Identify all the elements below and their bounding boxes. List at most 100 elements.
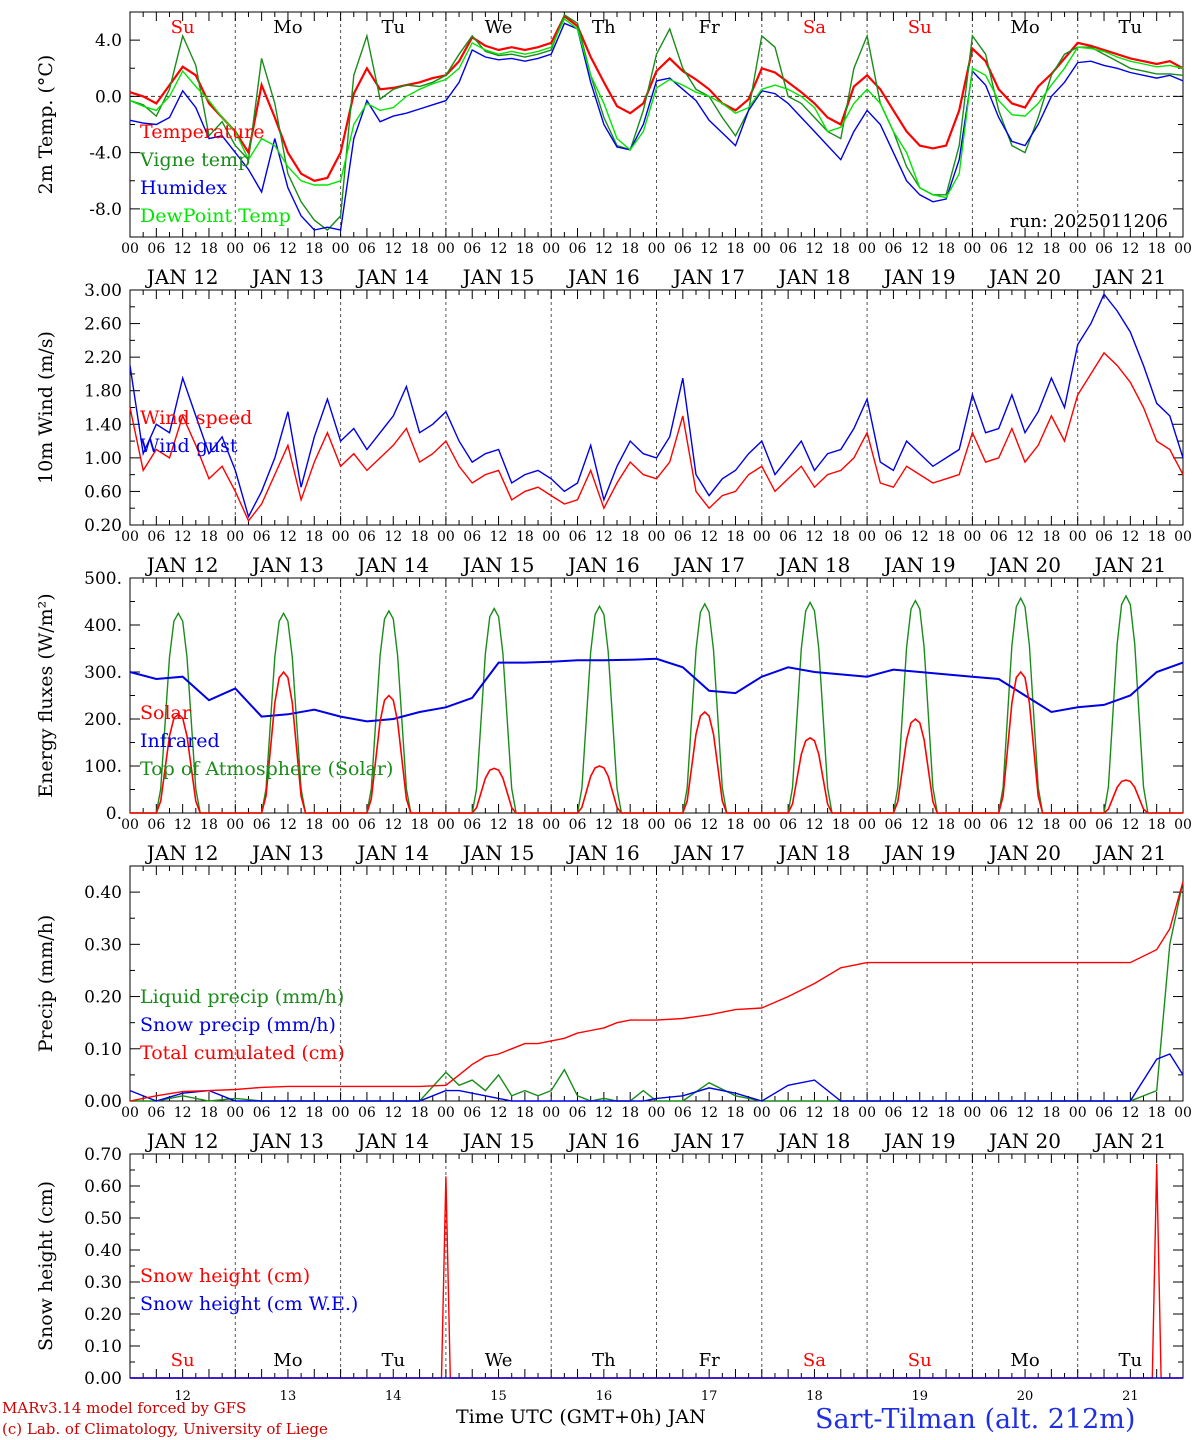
hour-label: 18 — [200, 817, 218, 833]
hour-label: 12 — [1016, 817, 1034, 833]
hour-label: 06 — [885, 529, 903, 545]
y-tick-label: 1.80 — [84, 382, 122, 402]
date-label: JAN 19 — [882, 553, 956, 577]
legend-entry: Wind speed — [140, 407, 252, 429]
y-axis-title: 10m Wind (m/s) — [35, 331, 57, 484]
y-tick-label: 2.60 — [84, 315, 122, 335]
hour-label: 06 — [990, 529, 1008, 545]
hour-label: 06 — [358, 241, 376, 257]
date-label: JAN 15 — [461, 841, 535, 865]
hour-label: 00 — [1174, 241, 1192, 257]
hour-label: 12 — [1121, 817, 1139, 833]
legend-entry: Humidex — [140, 177, 227, 199]
hour-label: 06 — [990, 817, 1008, 833]
weekday-label: Su — [908, 1350, 932, 1371]
y-tick-label: 200. — [84, 710, 122, 730]
day-number-label: 13 — [280, 1389, 297, 1404]
y-tick-label: 3.00 — [84, 281, 122, 301]
legend-entry: Infrared — [140, 730, 220, 752]
date-label: JAN 12 — [145, 553, 219, 577]
hour-label: 00 — [121, 817, 139, 833]
hour-label: 06 — [990, 241, 1008, 257]
date-label: JAN 12 — [145, 841, 219, 865]
hour-label: 06 — [990, 1105, 1008, 1121]
hour-label: 00 — [226, 817, 244, 833]
hour-label: 06 — [358, 529, 376, 545]
hour-label: 00 — [542, 1105, 560, 1121]
date-label: JAN 21 — [1092, 1129, 1166, 1153]
hour-label: 06 — [569, 241, 587, 257]
hour-label: 00 — [963, 1105, 981, 1121]
hour-label: 18 — [1148, 529, 1166, 545]
hour-label: 18 — [1148, 241, 1166, 257]
hour-label: 18 — [516, 1105, 534, 1121]
hour-label: 00 — [963, 241, 981, 257]
date-label: JAN 13 — [250, 553, 324, 577]
y-tick-label: 0.40 — [84, 883, 122, 903]
y-tick-label: 300. — [84, 663, 122, 683]
hour-label: 18 — [200, 529, 218, 545]
y-tick-label: 100. — [84, 757, 122, 777]
hour-label: 18 — [1148, 817, 1166, 833]
hour-label: 18 — [411, 529, 429, 545]
date-label: JAN 12 — [145, 1129, 219, 1153]
day-number-label: 19 — [911, 1389, 928, 1404]
hour-label: 12 — [595, 241, 613, 257]
x-axis-title: Time UTC (GMT+0h) JAN — [456, 1406, 706, 1428]
hour-label: 06 — [253, 241, 271, 257]
weekday-label: We — [485, 1350, 513, 1371]
hour-label: 12 — [700, 241, 718, 257]
date-label: JAN 16 — [566, 841, 640, 865]
date-label: JAN 15 — [461, 265, 535, 289]
hour-label: 00 — [963, 817, 981, 833]
hour-label: 12 — [279, 817, 297, 833]
date-label: JAN 18 — [777, 265, 851, 289]
weekday-label: Mo — [273, 17, 302, 38]
date-label: JAN 20 — [987, 265, 1061, 289]
weekday-label: Tu — [1119, 17, 1143, 38]
y-tick-label: 0. — [106, 804, 122, 824]
station-label: Sart-Tilman (alt. 212m) — [815, 1404, 1135, 1435]
hour-label: 18 — [200, 1105, 218, 1121]
legend-entry: Top of Atmosphere (Solar) — [140, 758, 393, 780]
hour-label: 18 — [621, 529, 639, 545]
hour-label: 00 — [648, 1105, 666, 1121]
hour-label: 06 — [885, 817, 903, 833]
hour-label: 12 — [174, 817, 192, 833]
hour-label: 18 — [727, 241, 745, 257]
y-tick-label: 0.30 — [84, 935, 122, 955]
weekday-label: Sa — [803, 1350, 826, 1371]
y-axis-title: 2m Temp. (°C) — [35, 55, 57, 195]
hour-label: 00 — [753, 1105, 771, 1121]
hour-label: 00 — [437, 817, 455, 833]
hour-label: 06 — [358, 817, 376, 833]
panel-1: -8.0 -4.0 0.0 4.0 2m Temp. (°C) 00 06 12 18 00 06 1… — [35, 11, 1192, 289]
hour-label: 00 — [753, 241, 771, 257]
hour-label: 12 — [1016, 1105, 1034, 1121]
hour-label: 12 — [174, 241, 192, 257]
weekday-label: Fr — [699, 1350, 720, 1371]
y-axis-title: Precip (mm/h) — [35, 915, 57, 1053]
hour-label: 00 — [858, 529, 876, 545]
date-label: JAN 14 — [355, 553, 429, 577]
hour-label: 12 — [911, 241, 929, 257]
hour-label: 00 — [858, 1105, 876, 1121]
hour-label: 00 — [858, 817, 876, 833]
run-annotation: run: 2025011206 — [1010, 211, 1168, 232]
hour-label: 12 — [700, 1105, 718, 1121]
date-label: JAN 21 — [1092, 553, 1166, 577]
hour-label: 12 — [911, 529, 929, 545]
date-label: JAN 20 — [987, 1129, 1061, 1153]
hour-label: 12 — [806, 817, 824, 833]
y-tick-label: 0.10 — [84, 1040, 122, 1060]
weekday-label: Th — [592, 1350, 616, 1371]
hour-label: 12 — [384, 529, 402, 545]
hour-label: 18 — [1042, 817, 1060, 833]
hour-label: 06 — [885, 1105, 903, 1121]
hour-label: 12 — [384, 1105, 402, 1121]
hour-label: 00 — [542, 817, 560, 833]
y-axis-title: Energy fluxes (W/m²) — [35, 593, 57, 797]
y-tick-label: 0.30 — [84, 1273, 122, 1293]
y-tick-label: 4.0 — [95, 31, 122, 51]
hour-label: 06 — [569, 817, 587, 833]
